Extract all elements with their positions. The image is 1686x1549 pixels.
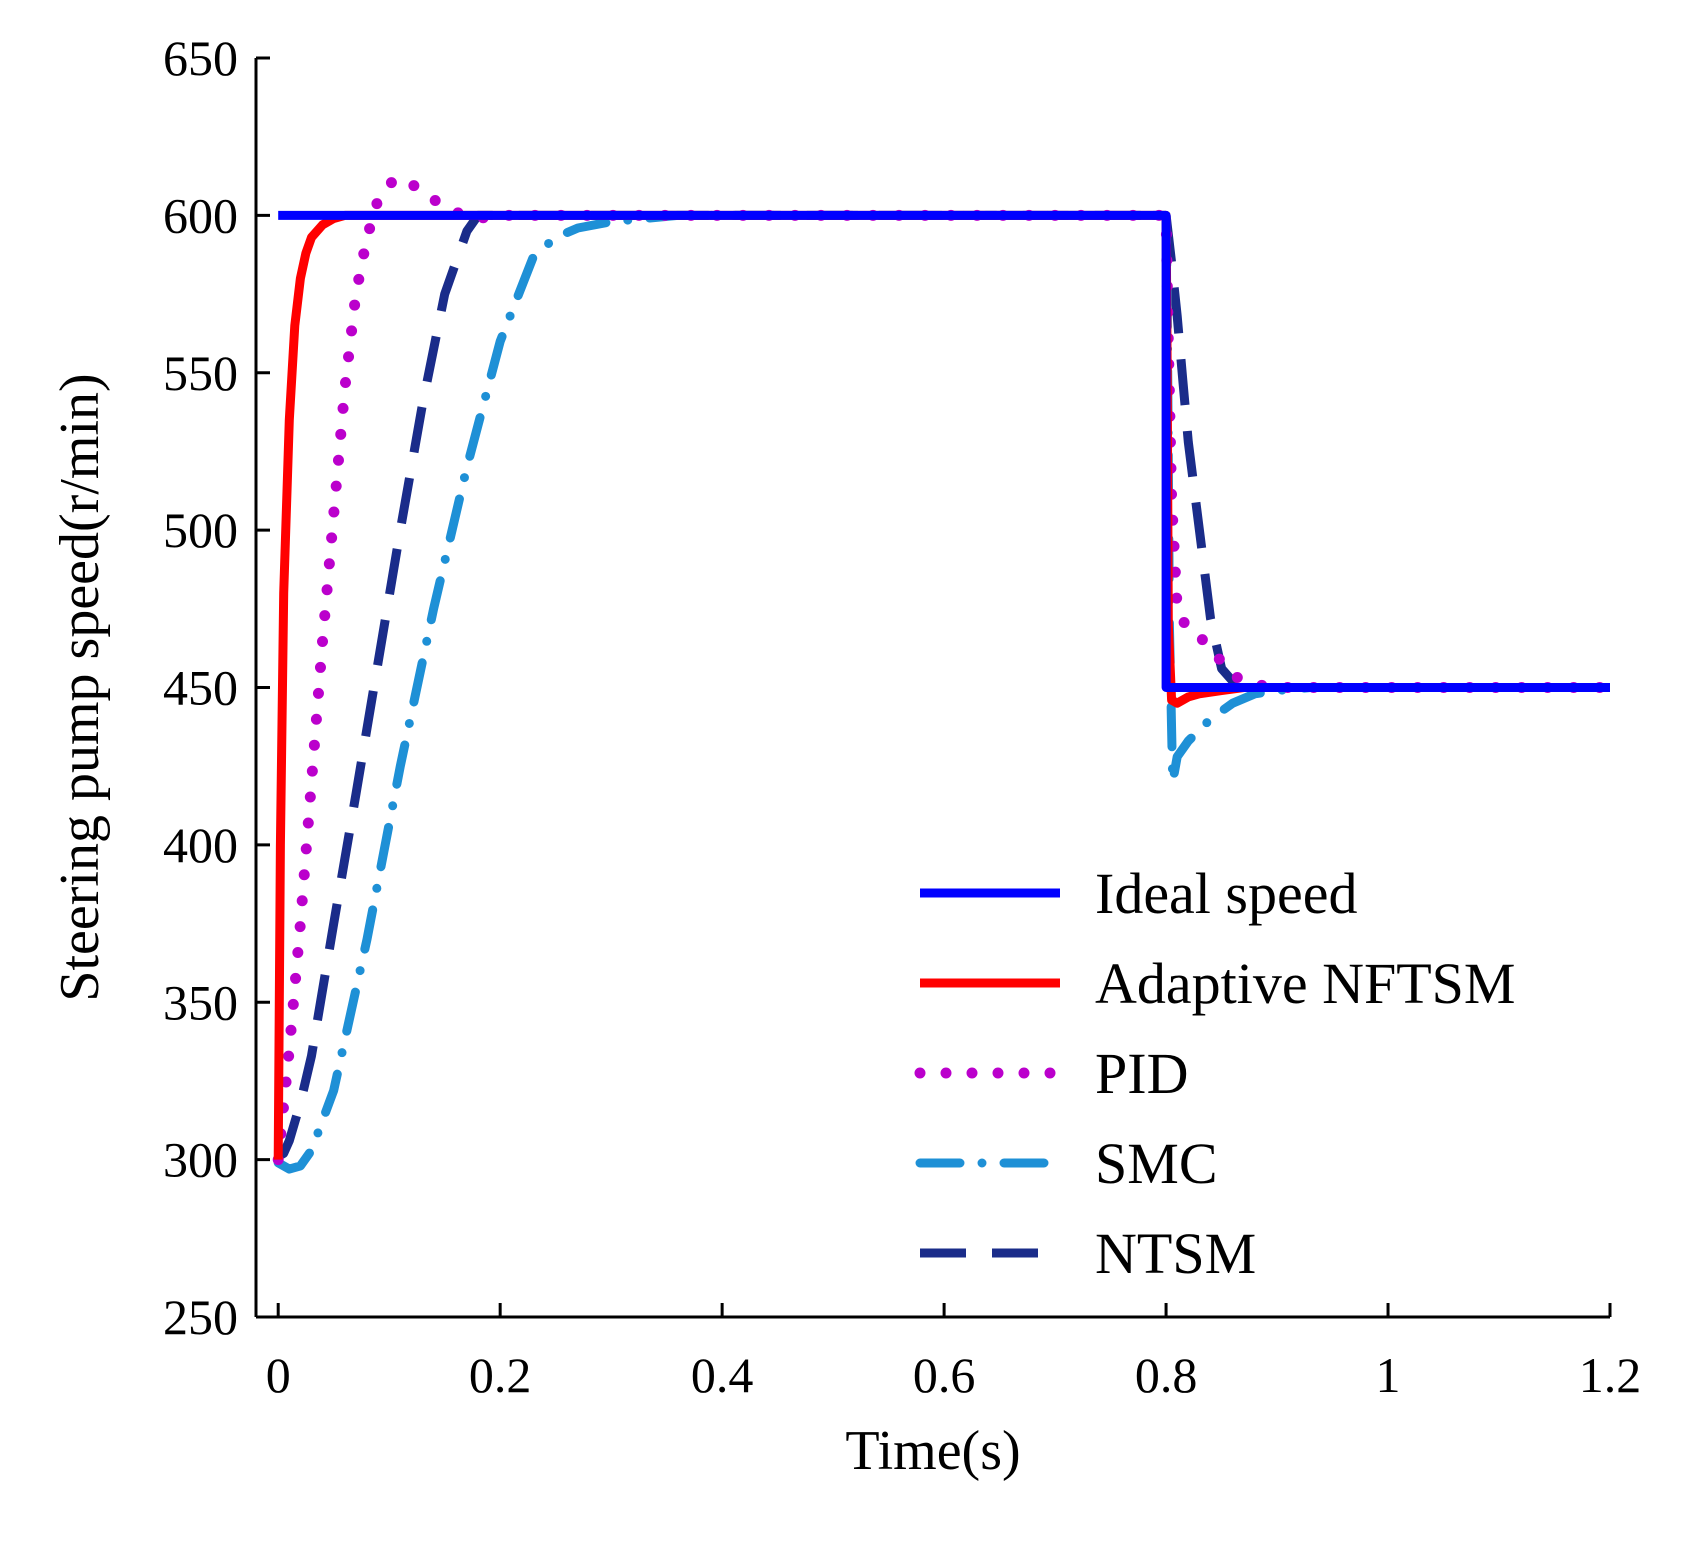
legend: Ideal speed Adaptive NFTSM PID SMC NTSM: [914, 861, 1516, 1286]
y-axis-ticks: 250 300 350 400 450 500 550 600 650: [163, 30, 270, 1345]
legend-label: PID: [1095, 1041, 1188, 1106]
x-tick-label: 1.2: [1579, 1347, 1642, 1403]
x-axis-title: Time(s): [845, 1420, 1020, 1482]
x-tick-label: 0.2: [469, 1347, 532, 1403]
series-line-smc: [273, 210, 1615, 1174]
legend-label: Adaptive NFTSM: [1095, 951, 1516, 1016]
y-tick-label: 550: [163, 345, 238, 401]
x-tick-label: 0: [266, 1347, 291, 1403]
y-tick-label: 400: [163, 817, 238, 873]
legend-label: NTSM: [1095, 1221, 1256, 1286]
x-tick-label: 0.8: [1135, 1347, 1198, 1403]
y-tick-label: 300: [163, 1132, 238, 1188]
y-tick-label: 500: [163, 502, 238, 558]
x-tick-label: 0.4: [691, 1347, 754, 1403]
x-tick-label: 1: [1376, 1347, 1401, 1403]
series-line-ideal-speed: [278, 210, 1610, 692]
series-line-pid: [272, 172, 1616, 1166]
y-tick-label: 350: [163, 974, 238, 1030]
y-tick-label: 250: [163, 1289, 238, 1345]
y-tick-label: 650: [163, 30, 238, 86]
legend-label: Ideal speed: [1095, 861, 1357, 926]
series-layer: [272, 172, 1616, 1174]
y-tick-label: 600: [163, 187, 238, 243]
y-tick-label: 450: [163, 660, 238, 716]
x-axis-ticks: 0 0.2 0.4 0.6 0.8 1 1.2: [266, 1303, 1642, 1403]
y-axis-title: Steering pump speed(r/min): [49, 373, 111, 1001]
legend-label: SMC: [1095, 1131, 1218, 1196]
x-tick-label: 0.6: [913, 1347, 976, 1403]
